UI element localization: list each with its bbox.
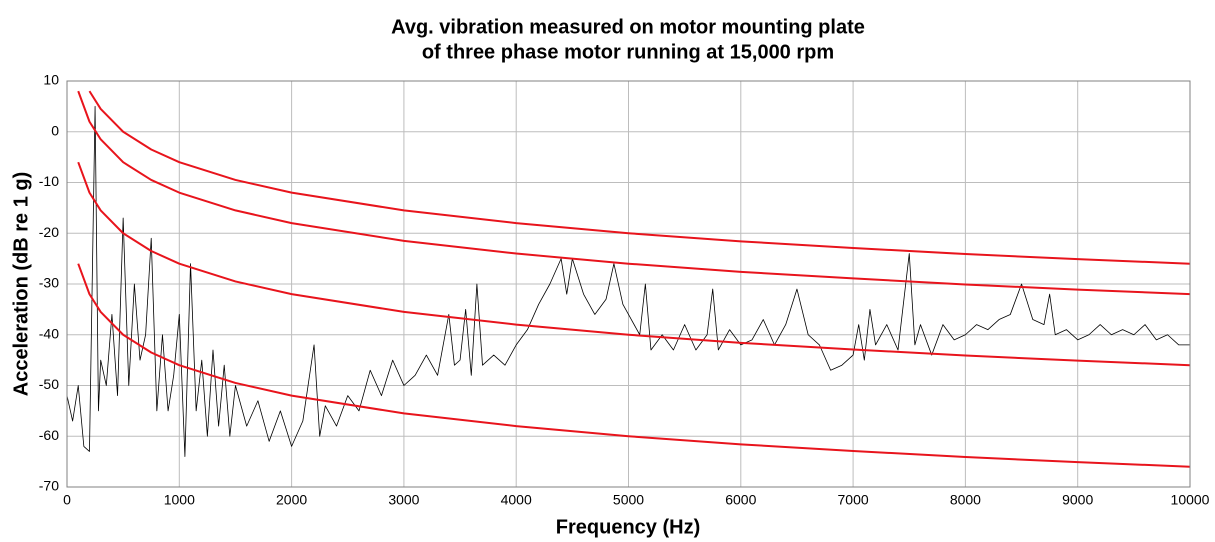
series-line bbox=[88, 90, 1190, 265]
chart-title: of three phase motor running at 15,000 r… bbox=[422, 41, 834, 63]
y-tick-label: -50 bbox=[39, 376, 59, 392]
x-tick-label: 3000 bbox=[388, 492, 419, 508]
series-line bbox=[77, 161, 1190, 367]
y-tick-label: -30 bbox=[39, 275, 59, 291]
plot-frame bbox=[66, 80, 1191, 488]
series-line bbox=[77, 263, 1190, 468]
series-line bbox=[77, 90, 1190, 296]
x-tick-label: 2000 bbox=[276, 492, 307, 508]
y-axis-label: Acceleration (dB re 1 g) bbox=[10, 172, 32, 397]
y-tick-label: 0 bbox=[51, 122, 59, 138]
y-tick-label: -40 bbox=[39, 325, 59, 341]
chart-title: Avg. vibration measured on motor mountin… bbox=[391, 16, 865, 38]
x-tick-label: 1000 bbox=[164, 492, 195, 508]
series-line bbox=[67, 105, 1190, 457]
x-axis-label: Frequency (Hz) bbox=[556, 516, 700, 538]
x-tick-label: 10000 bbox=[1171, 492, 1210, 508]
x-tick-label: 5000 bbox=[613, 492, 644, 508]
y-tick-label: -20 bbox=[39, 224, 59, 240]
y-tick-label: -10 bbox=[39, 173, 59, 189]
y-tick-label: 10 bbox=[43, 72, 59, 88]
x-tick-label: 4000 bbox=[501, 492, 532, 508]
x-tick-label: 7000 bbox=[838, 492, 869, 508]
x-tick-label: 8000 bbox=[950, 492, 981, 508]
y-tick-label: -70 bbox=[39, 478, 59, 494]
plot-area bbox=[67, 90, 1190, 468]
x-tick-label: 9000 bbox=[1062, 492, 1093, 508]
x-tick-label: 6000 bbox=[725, 492, 756, 508]
y-tick-label: -60 bbox=[39, 427, 59, 443]
x-tick-label: 0 bbox=[63, 492, 71, 508]
